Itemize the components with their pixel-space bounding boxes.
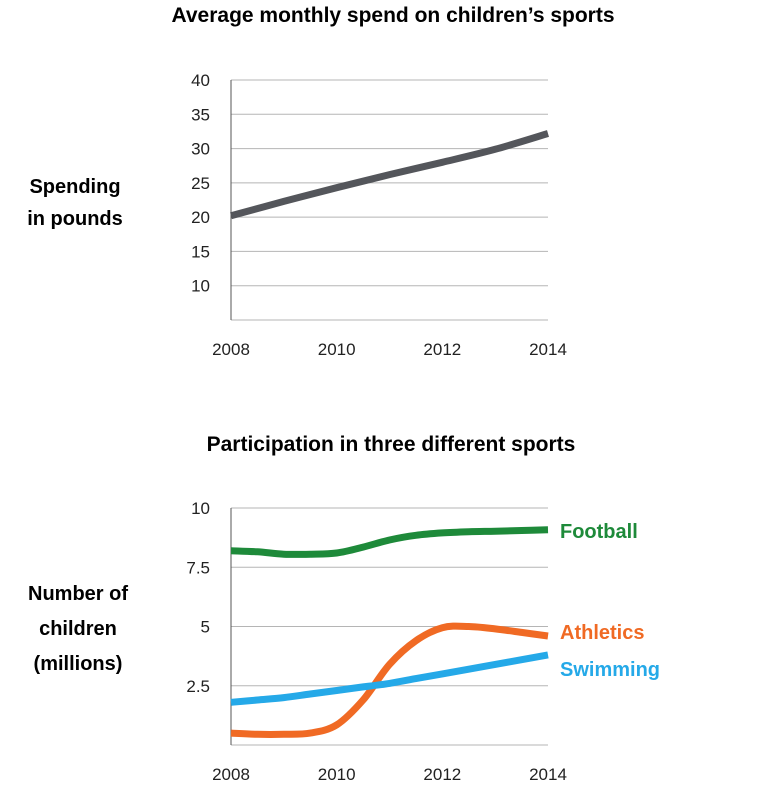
chart-1-ylabel-line-1: Spending — [29, 176, 120, 198]
chart-1-y-ticks: 10 15 20 25 30 35 40 — [191, 71, 210, 296]
chart-1-gridlines — [231, 79, 548, 321]
chart-2-title: Participation in three different sports — [207, 433, 576, 456]
chart-1-x-ticks: 2008 2010 2012 2014 — [212, 340, 567, 359]
chart-1-y-tick-label: 40 — [191, 71, 210, 90]
chart-1-series-average-monthly-spend-line — [230, 130, 549, 220]
chart-2-x-tick-label: 2014 — [529, 765, 567, 784]
chart-2-y-tick-label: 7.5 — [186, 558, 210, 577]
chart-1-x-tick-label: 2010 — [318, 340, 356, 359]
chart-2-x-tick-label: 2008 — [212, 765, 250, 784]
chart-2-series-label-football: Football — [560, 521, 638, 543]
chart-1-y-tick-label: 10 — [191, 277, 210, 296]
chart-2-gridlines — [231, 507, 548, 746]
chart-2-y-tick-label: 2.5 — [186, 677, 210, 696]
chart-1-y-tick-label: 30 — [191, 140, 210, 159]
participation-chart: Participation in three different sports … — [28, 433, 660, 784]
chart-1-y-tick-label: 25 — [191, 174, 210, 193]
chart-2-series-swimming-line — [230, 651, 549, 706]
chart-1-y-tick-label: 15 — [191, 242, 210, 261]
chart-1-x-tick-label: 2012 — [423, 340, 461, 359]
chart-1-title: Average monthly spend on children’s spor… — [171, 4, 614, 27]
chart-2-x-tick-label: 2010 — [318, 765, 356, 784]
chart-1-x-tick-label: 2014 — [529, 340, 567, 359]
chart-2-y-ticks: 2.5 5 7.5 10 — [186, 499, 210, 696]
chart-1-series — [230, 130, 549, 220]
chart-2-series-label-swimming: Swimming — [560, 659, 660, 681]
chart-2-series-label-athletics: Athletics — [560, 622, 644, 644]
chart-2-y-tick-label: 5 — [201, 618, 210, 637]
chart-2-series-football-line — [230, 526, 549, 558]
chart-2-ylabel-line-2: children — [39, 618, 117, 640]
chart-1-y-tick-label: 35 — [191, 105, 210, 124]
chart-1-ylabel-line-2: in pounds — [27, 208, 123, 230]
chart-1-x-tick-label: 2008 — [212, 340, 250, 359]
spending-chart: Average monthly spend on children’s spor… — [27, 4, 614, 359]
chart-2-series-athletics-line — [230, 622, 549, 738]
chart-2-y-tick-label: 10 — [191, 499, 210, 518]
chart-2-ylabel-line-1: Number of — [28, 583, 128, 605]
chart-2-x-ticks: 2008 2010 2012 2014 — [212, 765, 567, 784]
chart-2-series — [230, 526, 549, 738]
chart-2-series-labels: Football Athletics Swimming — [560, 521, 660, 681]
chart-2-x-tick-label: 2012 — [423, 765, 461, 784]
chart-1-y-tick-label: 20 — [191, 208, 210, 227]
chart-2-ylabel-line-3: (millions) — [34, 653, 123, 675]
